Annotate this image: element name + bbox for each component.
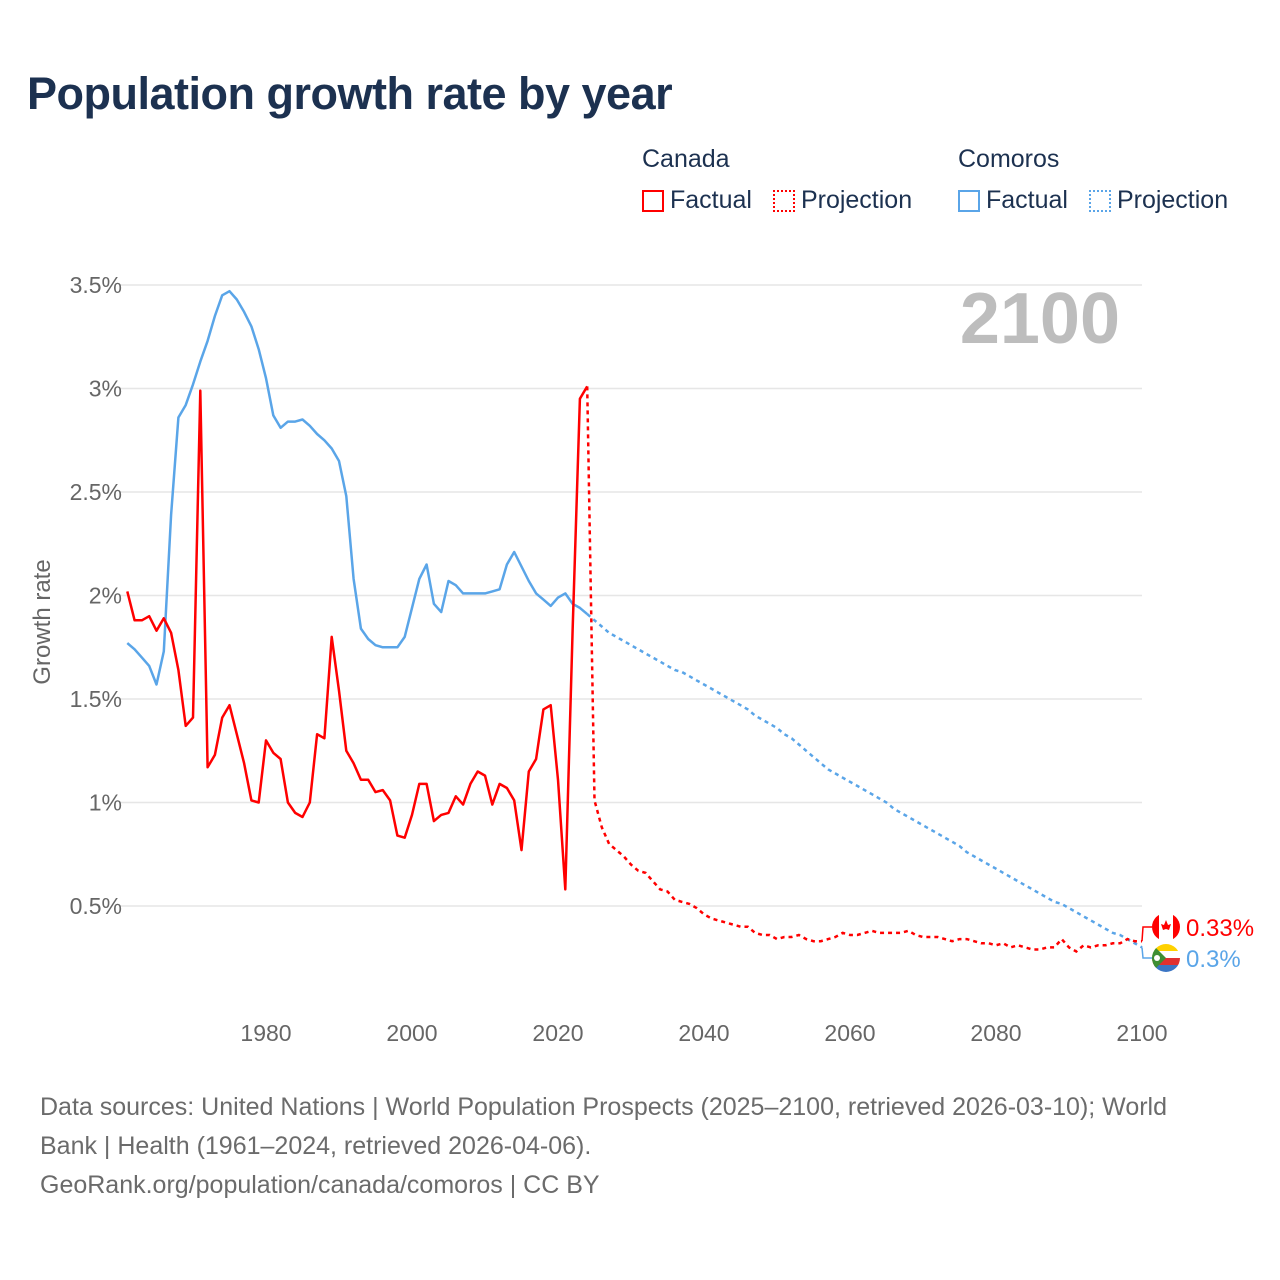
y-axis-label: Growth rate [29,559,56,684]
x-axis-ticks: 1980 2000 2020 2040 2060 2080 2100 [240,1020,1167,1046]
x-tick-label: 2100 [1116,1020,1167,1046]
y-tick-label: 3% [89,376,122,402]
chart-title: Population growth rate by year [27,68,673,119]
y-tick-label: 3.5% [70,272,122,298]
x-tick-label: 2040 [678,1020,729,1046]
x-tick-label: 2020 [532,1020,583,1046]
legend-label: Projection [800,186,913,214]
line-chart: 0.5% 1% 1.5% 2% 2.5% 3% 3.5% 1980 2000 2020 2040 2… [29,272,1254,1046]
comoros-factual-line [126,289,589,686]
gridlines [120,284,1142,907]
legend-canada-factual[interactable]: Factual [642,186,752,215]
legend-group-name: Comoros [958,145,1060,173]
comoros-projection-line [586,613,1143,949]
credit-link[interactable]: GeoRank.org/population/canada/comoros | … [40,1171,600,1199]
legend-swatch-solid [958,189,980,212]
comoros-flag-icon [1152,944,1180,972]
y-axis-ticks: 0.5% 1% 1.5% 2% 2.5% 3% 3.5% [70,272,122,919]
legend-canada: Canada Factual Projection [642,145,926,219]
y-tick-label: 1.5% [70,686,122,712]
y-tick-label: 2% [89,583,122,609]
y-tick-label: 1% [89,790,122,816]
y-tick-label: 0.5% [70,893,122,919]
legend-group-name: Canada [642,145,730,173]
year-watermark: 2100 [960,279,1120,359]
x-tick-label: 1980 [240,1020,291,1046]
canada-end-value: 0.33% [1186,915,1254,942]
x-tick-label: 2080 [970,1020,1021,1046]
end-labels: 0.33% 0.3% [1141,913,1254,973]
legend-canada-projection[interactable]: Projection [772,186,913,215]
canada-projection-line [585,386,1142,954]
x-tick-label: 2000 [386,1020,437,1046]
end-label-connector [1141,947,1152,959]
legend-swatch-solid [642,189,664,212]
legend-comoros: Comoros Factual Projection [958,145,1242,219]
legend-comoros-factual[interactable]: Factual [958,186,1068,215]
data-sources: Data sources: United Nations | World Pop… [40,1093,1168,1160]
footer: Data sources: United Nations | World Pop… [40,1088,1230,1205]
comoros-end-value: 0.3% [1186,946,1241,973]
legend-comoros-projection[interactable]: Projection [1088,186,1229,215]
legend-label: Projection [1116,186,1229,214]
x-tick-label: 2060 [824,1020,875,1046]
canada-factual-line [126,385,589,891]
legend-label: Factual [986,186,1068,214]
canada-flag-icon [1152,913,1180,941]
legend-swatch-dotted [1088,189,1111,212]
legend-label: Factual [670,186,752,214]
y-tick-label: 2.5% [70,479,122,505]
end-label-connector [1141,926,1152,942]
series-lines [126,289,1143,954]
legend-swatch-dotted [772,189,795,212]
